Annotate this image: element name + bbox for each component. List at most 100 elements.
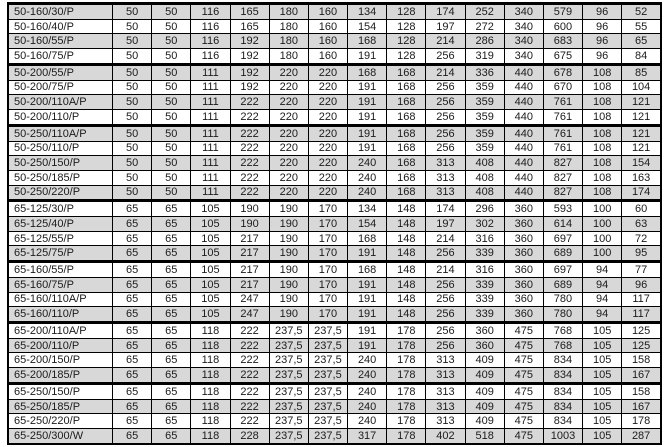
value-cell: 360	[503, 276, 544, 293]
value-cell: 240	[347, 381, 388, 400]
value-cell: 190	[268, 276, 309, 293]
value-cell: 256	[425, 48, 466, 65]
value-cell: 313	[425, 155, 466, 171]
value-cell: 104	[621, 79, 662, 96]
model-cell: 65-200/185/P	[7, 367, 113, 384]
value-cell: 360	[503, 230, 544, 247]
value-cell: 191	[347, 276, 388, 293]
value-cell: 217	[229, 260, 270, 278]
value-cell: 50	[111, 155, 153, 171]
value-cell: 222	[229, 337, 270, 354]
value-cell: 65	[151, 260, 192, 278]
value-cell: 689	[542, 276, 584, 293]
model-cell: 65-160/75/P	[7, 276, 113, 293]
value-cell: 237,5	[307, 381, 349, 400]
model-cell: 50-250/110/P	[7, 140, 113, 157]
model-cell: 65-160/110/P	[7, 306, 113, 324]
value-cell: 409	[464, 413, 505, 429]
value-cell: 170	[307, 245, 349, 263]
model-cell: 65-250/185/P	[7, 398, 113, 415]
value-cell: 222	[229, 352, 270, 369]
value-cell: 237,5	[268, 367, 309, 384]
value-cell: 65	[111, 216, 153, 232]
value-cell: 105	[190, 260, 231, 278]
value-cell: 65	[151, 245, 192, 263]
value-cell: 96	[621, 276, 662, 293]
value-cell: 190	[268, 245, 309, 263]
value-cell: 154	[347, 216, 388, 232]
model-cell: 65-125/40/P	[7, 216, 113, 232]
value-cell: 1003	[542, 428, 584, 445]
value-cell: 222	[229, 123, 270, 142]
value-cell: 108	[582, 155, 623, 171]
value-cell: 360	[464, 321, 505, 339]
value-cell: 50	[151, 79, 192, 96]
value-cell: 118	[190, 352, 231, 369]
value-cell: 408	[464, 155, 505, 171]
value-cell: 65	[111, 428, 153, 445]
model-cell: 50-160/40/P	[7, 18, 113, 35]
value-cell: 240	[347, 413, 388, 429]
value-cell: 50	[111, 79, 153, 96]
value-cell: 240	[347, 398, 388, 415]
value-cell: 440	[503, 123, 544, 142]
model-cell: 50-200/110A/P	[7, 94, 113, 110]
value-cell: 168	[386, 155, 427, 171]
value-cell: 190	[268, 230, 309, 247]
model-cell: 50-160/30/P	[7, 2, 113, 20]
value-cell: 174	[425, 2, 466, 20]
value-cell: 105	[582, 428, 623, 445]
value-cell: 108	[582, 108, 623, 126]
model-cell: 50-250/220/P	[7, 184, 113, 202]
value-cell: 111	[190, 140, 231, 157]
value-cell: 340	[503, 2, 544, 20]
value-cell: 170	[307, 216, 349, 232]
value-cell: 118	[190, 321, 231, 339]
value-cell: 105	[582, 367, 623, 384]
table-row: 50-250/185/P 50 50 111 222 220 220 240 168 313 408…	[7, 169, 662, 186]
value-cell: 154	[621, 155, 662, 171]
value-cell: 220	[268, 184, 309, 202]
value-cell: 220	[307, 184, 349, 202]
value-cell: 313	[425, 413, 466, 429]
value-cell: 178	[386, 413, 427, 429]
value-cell: 689	[542, 245, 584, 263]
value-cell: 121	[621, 140, 662, 157]
value-cell: 222	[229, 413, 270, 429]
value-cell: 220	[268, 155, 309, 171]
value-cell: 237,5	[307, 352, 349, 369]
table-row: 50-200/110A/P 50 50 111 222 220 220 191 168 256 35…	[7, 94, 662, 110]
value-cell: 440	[503, 62, 544, 81]
value-cell: 475	[503, 352, 544, 369]
value-cell: 65	[151, 337, 192, 354]
value-cell: 220	[307, 79, 349, 96]
value-cell: 108	[582, 184, 623, 202]
value-cell: 50	[151, 169, 192, 186]
value-cell: 111	[190, 169, 231, 186]
value-cell: 168	[386, 169, 427, 186]
value-cell: 170	[307, 260, 349, 278]
value-cell: 165	[229, 2, 270, 20]
model-cell: 65-250/300/W	[7, 428, 113, 445]
model-cell: 65-160/110A/P	[7, 291, 113, 308]
value-cell: 217	[229, 230, 270, 247]
value-cell: 191	[347, 321, 388, 339]
value-cell: 217	[229, 245, 270, 263]
value-cell: 237,5	[307, 398, 349, 415]
value-cell: 190	[268, 260, 309, 278]
value-cell: 222	[229, 155, 270, 171]
model-cell: 65-125/30/P	[7, 199, 113, 218]
value-cell: 65	[111, 321, 153, 339]
value-cell: 116	[190, 33, 231, 50]
value-cell: 100	[582, 245, 623, 263]
value-cell: 148	[386, 276, 427, 293]
value-cell: 220	[268, 169, 309, 186]
value-cell: 834	[542, 381, 584, 400]
value-cell: 167	[621, 367, 662, 384]
value-cell: 50	[151, 123, 192, 142]
value-cell: 94	[582, 260, 623, 278]
value-cell: 190	[268, 199, 309, 218]
value-cell: 228	[229, 428, 270, 445]
value-cell: 475	[503, 337, 544, 354]
table-row: 50-200/75/P 50 50 111 192 220 220 191 168 256 359 4…	[7, 79, 662, 96]
